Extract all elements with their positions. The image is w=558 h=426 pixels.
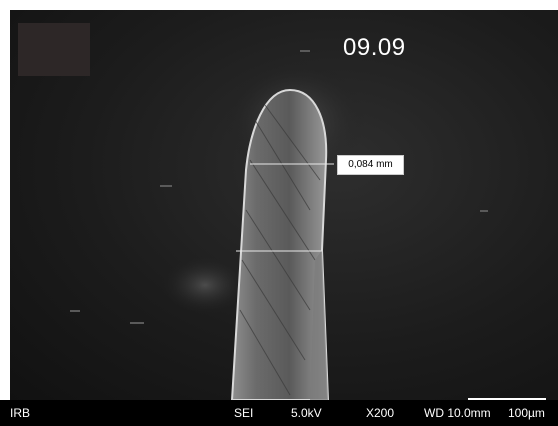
sample-id-label: 09.09 <box>343 34 406 61</box>
voltage-label: 5.0kV <box>291 406 322 420</box>
magnification-label: X200 <box>366 406 395 420</box>
sem-micrograph: 09.09 0,084 mm <box>10 10 558 400</box>
sem-info-bar: IRB SEI 5.0kV X200 WD 10.0mm 100µm <box>0 400 558 426</box>
institution-label: IRB <box>10 406 31 420</box>
sample-color-swatch <box>18 23 90 76</box>
measurement-label: 0,084 mm <box>337 155 404 175</box>
detector-label: SEI <box>234 406 254 420</box>
fiber-tip-illustration <box>70 50 488 400</box>
scale-label: 100µm <box>508 406 545 420</box>
working-distance-label: WD 10.0mm <box>424 406 491 420</box>
scale-bar <box>468 398 546 400</box>
